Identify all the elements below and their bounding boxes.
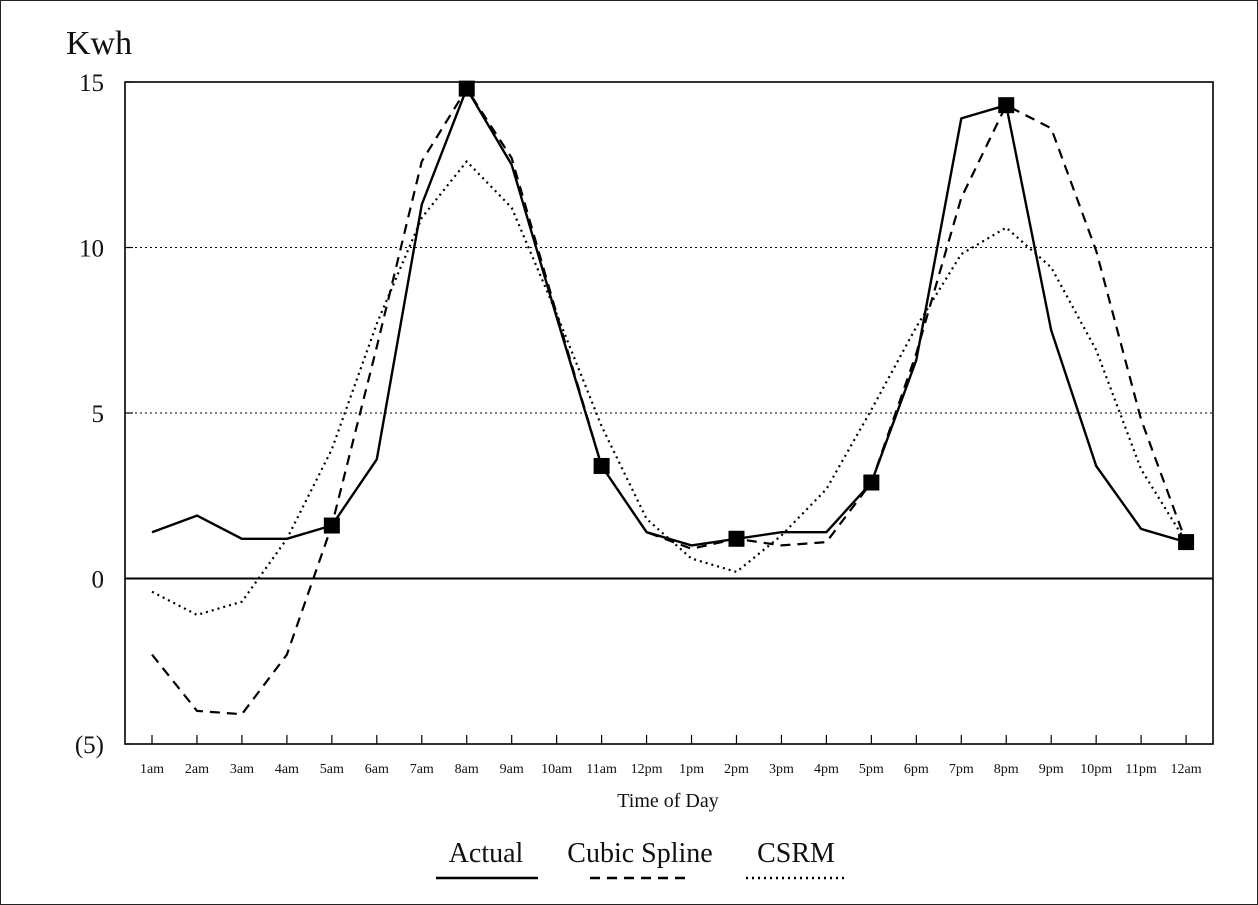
x-tick-label: 1pm — [679, 762, 704, 777]
x-tick-label: 11am — [586, 762, 617, 777]
x-tick-label: 8am — [455, 762, 479, 777]
x-tick-label: 12am — [1171, 762, 1202, 777]
data-marker — [998, 97, 1015, 114]
x-tick-label: 7pm — [949, 762, 974, 777]
x-tick-label: 5pm — [859, 762, 884, 777]
x-axis: 1am 2am 3am 4am 5am 6am 7am 8am 9am 10am 11am 12pm 1… — [140, 735, 1202, 777]
x-tick-label: 5am — [320, 762, 344, 777]
data-marker — [728, 530, 745, 547]
data-marker — [323, 517, 340, 534]
x-tick-label: 8pm — [994, 762, 1019, 777]
y-tick-label: 0 — [92, 567, 105, 594]
y-axis: 15 10 5 0 (5) — [75, 70, 133, 759]
series-line-cubic-spline — [151, 87, 1188, 716]
x-tick-label: 6am — [365, 762, 389, 777]
data-marker — [1178, 534, 1195, 551]
series-layer — [151, 87, 1188, 716]
x-tick-label: 10am — [541, 762, 572, 777]
x-tick-label: 9pm — [1039, 762, 1064, 777]
x-tick-label: 12pm — [631, 762, 663, 777]
data-marker — [593, 457, 610, 474]
series-line-csrm — [151, 160, 1188, 617]
x-tick-label: 4pm — [814, 762, 839, 777]
x-tick-label: 4am — [275, 762, 299, 777]
x-tick-label: 3am — [230, 762, 254, 777]
x-tick-label: 2am — [185, 762, 209, 777]
plot-area — [124, 81, 1214, 745]
data-marker — [458, 80, 475, 97]
x-tick-label: 11pm — [1125, 762, 1156, 777]
y-tick-label: 5 — [92, 401, 105, 428]
legend-label-cubic-spline: Cubic Spline — [567, 838, 712, 869]
x-tick-label: 2pm — [724, 762, 749, 777]
y-tick-label: 15 — [79, 70, 104, 97]
x-tick-label: 1am — [140, 762, 164, 777]
series-line-actual — [151, 87, 1187, 547]
legend: Actual Cubic Spline CSRM — [436, 838, 848, 880]
x-tick-label: 3pm — [769, 762, 794, 777]
legend-label-actual: Actual — [449, 838, 524, 869]
y-axis-title: Kwh — [66, 25, 132, 62]
legend-label-csrm: CSRM — [757, 838, 835, 869]
x-tick-label: 6pm — [904, 762, 929, 777]
x-tick-label: 7am — [410, 762, 434, 777]
gridlines — [125, 247, 1213, 414]
x-tick-label: 9am — [500, 762, 524, 777]
data-marker — [863, 474, 880, 491]
x-axis-title: Time of Day — [617, 790, 718, 812]
marker-layer — [323, 80, 1195, 551]
y-tick-label: 10 — [79, 236, 104, 263]
x-tick-label: 10pm — [1080, 762, 1112, 777]
y-tick-label: (5) — [75, 732, 104, 759]
